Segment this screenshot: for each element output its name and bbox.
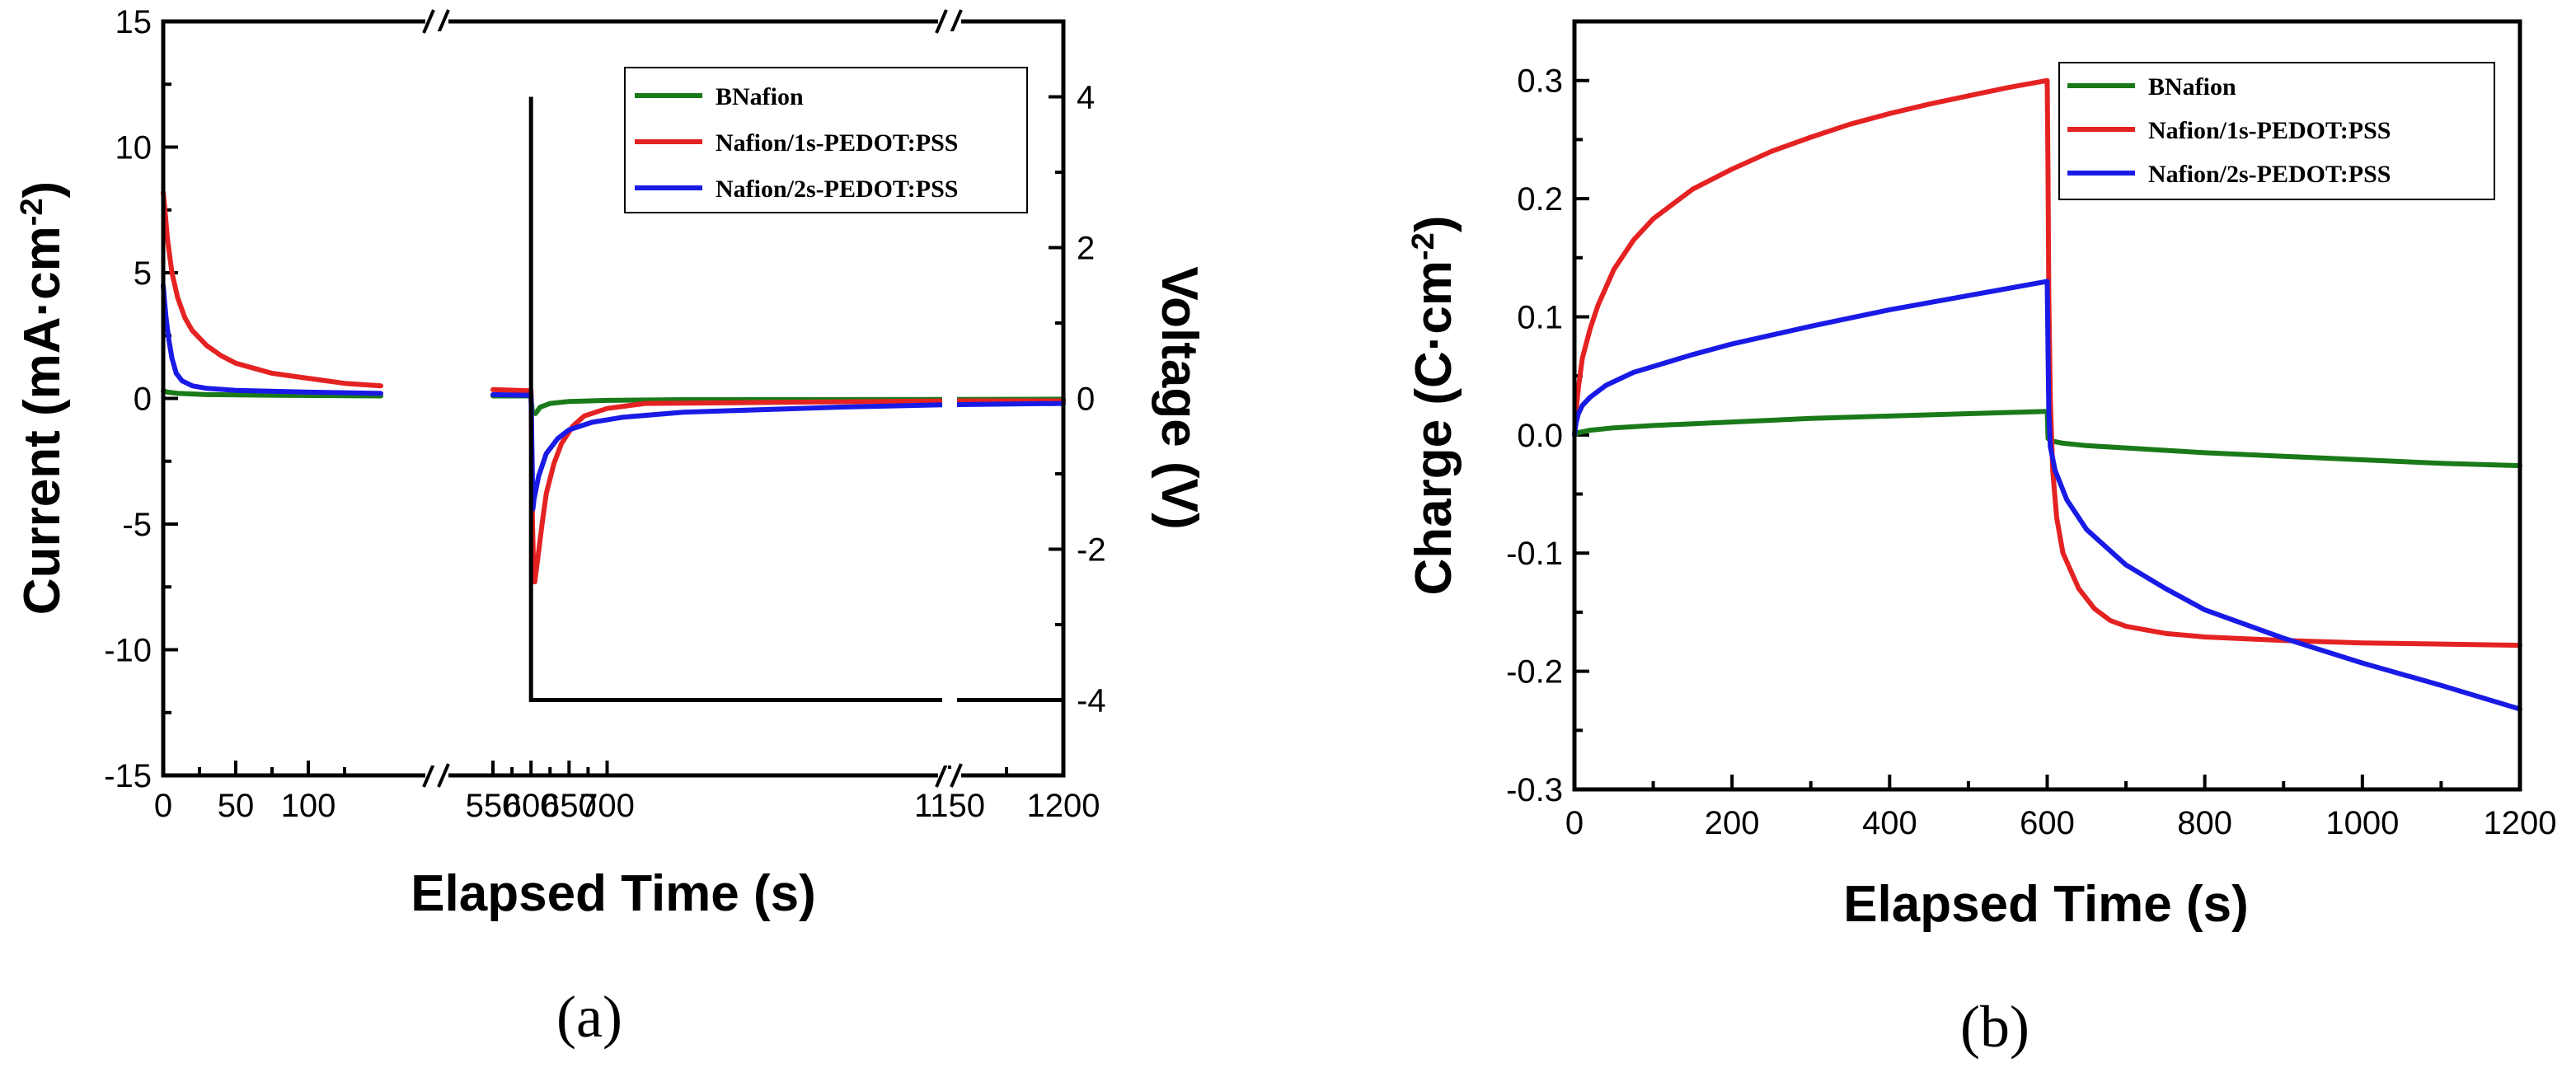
a-y-tick-label: -5 <box>122 507 152 543</box>
panel-a-y-title-close: ) <box>14 181 71 199</box>
a-break-slash <box>935 9 948 34</box>
b-y-tick-label: -0.2 <box>1506 654 1563 691</box>
panel-a-label: (a) <box>556 984 622 1050</box>
b-series-nafion-1s-pedot-pss <box>1572 77 2522 649</box>
b-y-tick-label: 0.1 <box>1517 299 1563 335</box>
a-x-tick-label: 1200 <box>1027 788 1100 824</box>
a-series-nafion-1s-pedot-pss-after-break <box>490 386 1066 585</box>
a-series-nafion-2s-pedot-pss-before-break <box>161 283 383 396</box>
panel-b-series <box>1572 77 2522 712</box>
a-break-band <box>429 31 444 766</box>
a-y-tick-label: -10 <box>104 633 152 669</box>
b-legend-label-nafion-2s-pedot-pss: Nafion/2s-PEDOT:PSS <box>2148 161 2391 188</box>
a-break-slash <box>437 9 450 34</box>
b-y-tick-label: -0.1 <box>1506 536 1563 572</box>
panel-a-y2-tick-labels: -4 -2 0 2 4 <box>1077 80 1106 719</box>
panel-b-charge-chart: 0 200 400 600 800 1000 1200 -0.3 -0.2 -0.1 0.0 0.1… <box>1405 19 2557 1060</box>
panel-a-y-title-main: Current (mA·cm <box>14 226 71 615</box>
panel-b-y-tick-labels: -0.3 -0.2 -0.1 0.0 0.1 0.2 0.3 <box>1506 63 1563 808</box>
a-y2-tick-label: -2 <box>1077 532 1106 569</box>
a-x-tick-label: 700 <box>579 788 635 824</box>
a-series-bnafion-before-break <box>161 388 383 399</box>
a-y-tick-label: -15 <box>104 758 152 794</box>
a-x-tick-label: 50 <box>218 788 255 824</box>
panel-a-series <box>161 96 1066 702</box>
b-x-tick-label: 0 <box>1565 805 1584 841</box>
a-y-tick-label: 0 <box>134 382 152 418</box>
a-y2-tick-label: 0 <box>1077 382 1095 418</box>
b-x-tick-label: 1200 <box>2484 805 2557 841</box>
panel-b-y-title-main: Charge (C·cm <box>1405 260 1462 596</box>
a-y2-tick-label: 2 <box>1077 231 1095 267</box>
panel-a-y2-axis-title: Voltage (V) <box>1151 266 1208 529</box>
panel-b-y-title-sup: -2 <box>1406 232 1441 260</box>
a-x-tick-label: 1150 <box>914 788 985 824</box>
b-x-tick-label: 200 <box>1705 805 1760 841</box>
panel-b-y-axis-title: Charge (C·cm-2) <box>1405 216 1462 596</box>
a-x-tick-label: 600 <box>504 788 559 824</box>
panel-a-axis-breaks <box>422 9 963 788</box>
a-x-tick-label: 650 <box>542 788 597 824</box>
a-break-slash <box>422 9 435 34</box>
panel-b-label: (b) <box>1960 994 2029 1060</box>
b-x-tick-label: 800 <box>2177 805 2232 841</box>
panel-b-x-tick-labels: 0 200 400 600 800 1000 1200 <box>1565 805 2557 841</box>
panel-b-plot-frame <box>1572 19 2522 792</box>
a-break-slash <box>950 9 963 34</box>
a-y2-tick-label: -4 <box>1077 683 1106 719</box>
a-legend-label-nafion-2s-pedot-pss: Nafion/2s-PEDOT:PSS <box>716 176 958 203</box>
b-y-tick-label: 0.0 <box>1517 418 1563 454</box>
a-break-slash <box>437 763 450 788</box>
a-break-slash <box>950 763 963 788</box>
b-x-tick-label: 1000 <box>2325 805 2399 841</box>
a-break-slash <box>935 763 948 788</box>
b-y-tick-label: -0.3 <box>1506 772 1563 808</box>
a-y-tick-label: 15 <box>115 4 152 40</box>
panel-b-y-title-close: ) <box>1405 216 1462 233</box>
panel-b-x-axis-title: Elapsed Time (s) <box>1843 876 2249 933</box>
panel-a-y-title-sup: -2 <box>15 198 49 226</box>
a-y2-tick-label: 4 <box>1077 80 1095 116</box>
panel-a-y-tick-labels: -15 -10 -5 0 5 10 15 <box>104 4 152 794</box>
a-legend-label-bnafion: BNafion <box>716 83 804 110</box>
b-x-tick-label: 600 <box>2020 805 2075 841</box>
a-series-nafion-2s-pedot-pss-after-break <box>490 391 1066 512</box>
b-legend-label-nafion-1s-pedot-pss: Nafion/1s-PEDOT:PSS <box>2148 117 2391 144</box>
a-series-nafion-1s-pedot-pss-before-break <box>161 190 383 389</box>
a-x-tick-label: 100 <box>281 788 336 824</box>
panel-a-y-axis-title: Current (mA·cm-2) <box>14 181 71 615</box>
a-break-slash <box>422 763 435 788</box>
panel-a-x-axis-title: Elapsed Time (s) <box>411 865 816 922</box>
b-y-tick-label: 0.3 <box>1517 63 1563 100</box>
a-x-tick-label: 550 <box>466 788 521 824</box>
b-legend-label-bnafion: BNafion <box>2148 73 2236 101</box>
a-legend-label-nafion-1s-pedot-pss: Nafion/1s-PEDOT:PSS <box>716 129 958 157</box>
panel-a-legend: BNafion Nafion/1s-PEDOT:PSS Nafion/2s-PEDO… <box>624 67 1028 213</box>
b-series-nafion-2s-pedot-pss <box>1572 279 2522 712</box>
panel-a-plot-frame <box>161 19 1066 778</box>
panel-b-legend: BNafion Nafion/1s-PEDOT:PSS Nafion/2s-PEDO… <box>2058 62 2495 200</box>
b-x-tick-label: 400 <box>1862 805 1917 841</box>
b-y-tick-label: 0.2 <box>1517 181 1563 218</box>
a-x-tick-label: 0 <box>154 788 172 824</box>
a-break-band <box>942 31 957 766</box>
a-y-tick-label: 10 <box>115 130 152 166</box>
a-y-tick-label: 5 <box>134 255 152 292</box>
a-series-voltage-after-break <box>528 96 1063 702</box>
